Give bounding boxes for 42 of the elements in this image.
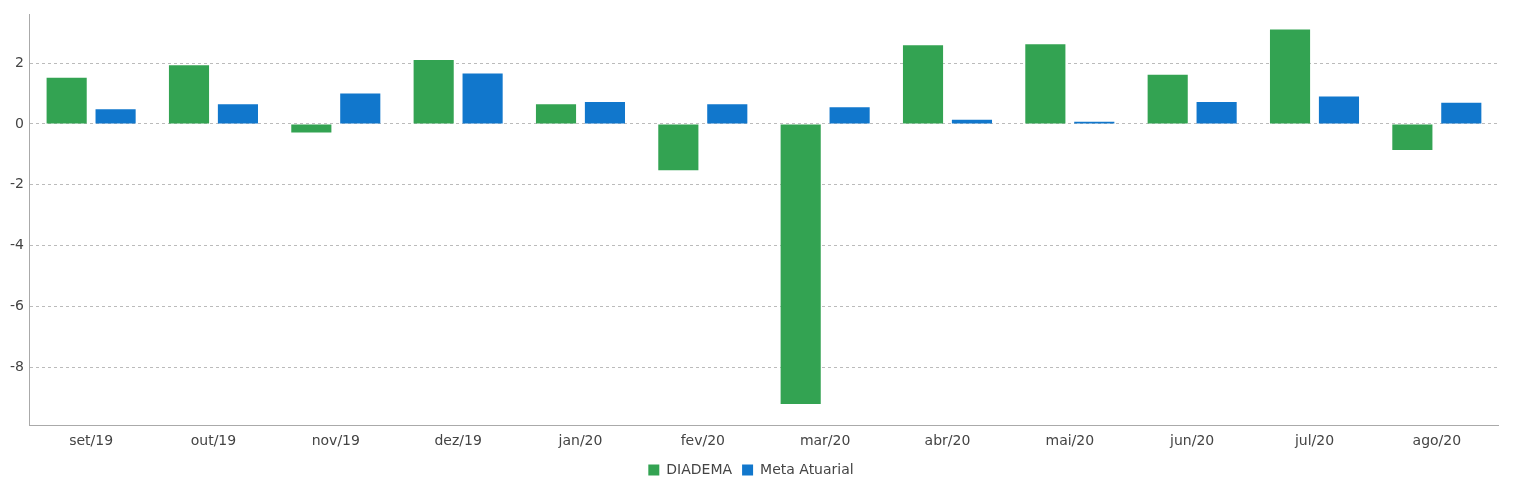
bar	[95, 109, 136, 124]
bar	[902, 45, 944, 124]
y-tick-label: -2	[9, 175, 24, 192]
bar	[168, 65, 210, 124]
bar	[829, 107, 870, 124]
legend-label: Meta Atuarial	[760, 460, 854, 477]
bar	[291, 124, 332, 133]
bar	[1318, 96, 1360, 124]
x-tick-label: dez/19	[434, 432, 482, 449]
bar	[413, 60, 454, 124]
bar	[462, 73, 503, 124]
bar	[658, 124, 699, 171]
x-tick-label: mar/20	[799, 432, 851, 449]
y-tick-label: -8	[9, 358, 24, 375]
y-tick-label: 0	[15, 114, 24, 131]
bar	[1025, 44, 1066, 124]
bar	[1147, 74, 1188, 124]
x-tick-label: fev/20	[680, 432, 725, 449]
bar	[584, 102, 626, 124]
x-tick-label: jun/20	[1169, 432, 1215, 449]
bar	[1392, 124, 1433, 151]
x-tick-label: nov/19	[311, 432, 360, 449]
bar	[1269, 29, 1311, 124]
bar	[535, 104, 577, 124]
bar	[707, 104, 748, 124]
x-tick-label: out/19	[190, 432, 237, 449]
bar	[46, 77, 87, 124]
bar	[1441, 102, 1482, 124]
x-tick-label: ago/20	[1412, 432, 1462, 449]
y-tick-label: 2	[15, 53, 24, 70]
x-tick-label: abr/20	[924, 432, 971, 449]
y-tick-label: -4	[9, 236, 25, 253]
x-tick-label: jan/20	[557, 432, 603, 449]
x-tick-label: mai/20	[1045, 432, 1095, 449]
bar	[217, 104, 258, 124]
x-tick-label: set/19	[69, 432, 114, 449]
x-tick-label: jul/20	[1293, 432, 1335, 449]
bar	[1196, 102, 1237, 124]
y-tick-label: -6	[9, 297, 25, 314]
bar	[780, 124, 821, 404]
bar	[340, 93, 381, 124]
legend-label: DIADEMA	[666, 460, 733, 477]
